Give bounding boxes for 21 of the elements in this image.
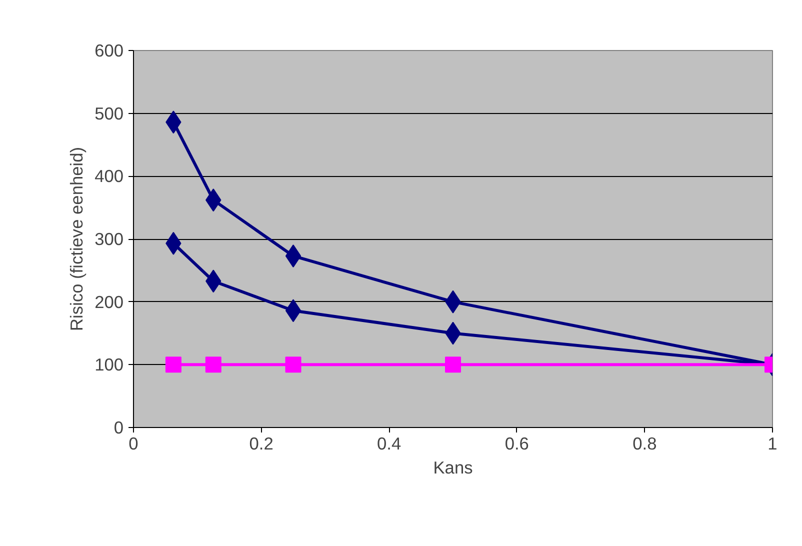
point [285,244,302,268]
point [285,299,302,322]
y-tick-label: 200 [94,292,124,312]
point [205,356,222,373]
x-tick-label: 0.2 [249,434,274,454]
y-tick-label: 300 [94,229,124,249]
y-tick-label: 500 [94,103,124,124]
point [445,356,461,373]
y-tick-label: 400 [94,166,124,186]
x-axis-title: Kans [433,458,474,478]
y-tick-label: 600 [94,40,124,60]
x-tick-label: 0.8 [632,434,657,454]
x-tick-label: 0.6 [504,434,529,454]
point [165,356,182,373]
y-axis-title: Risico (fictieve eenheid) [66,147,87,331]
x-tick-label: 0 [128,434,138,454]
point [285,356,302,373]
x-tick-label: 0.4 [377,434,402,454]
y-tick-label: 0 [114,418,124,438]
x-tick-label: 1 [768,434,778,454]
y-tick-label: 100 [94,354,124,375]
